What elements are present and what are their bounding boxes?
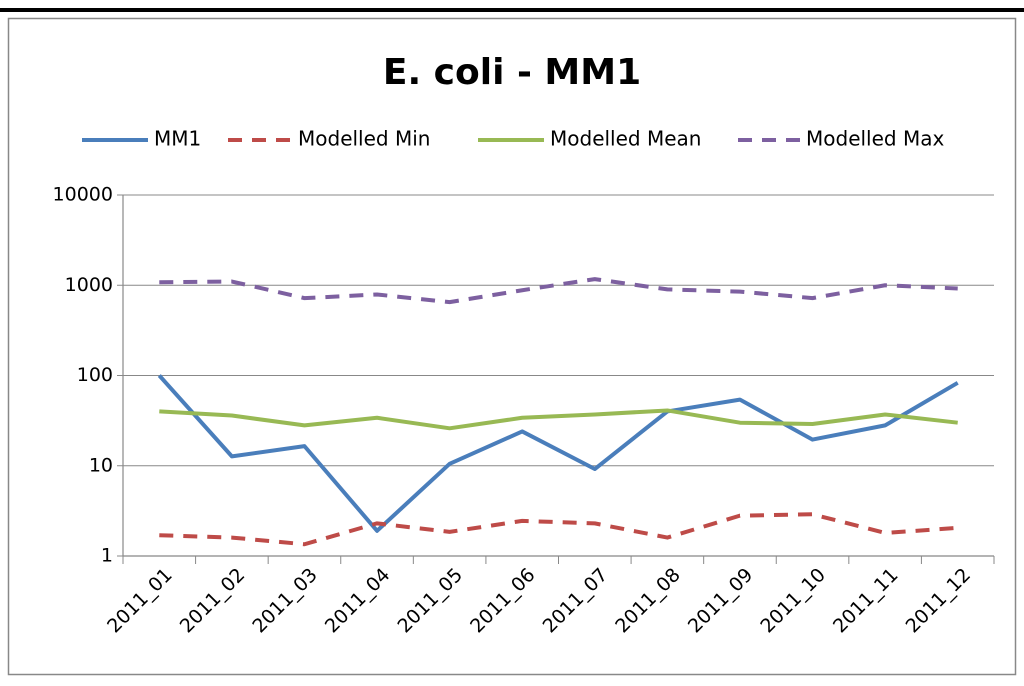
legend-label: Modelled Max — [806, 127, 944, 151]
legend-label: Modelled Min — [298, 127, 430, 151]
chart-title: E. coli - MM1 — [383, 52, 641, 93]
chart-frame — [7, 17, 1017, 676]
series-line — [159, 512, 958, 547]
y-tick-label: 100 — [77, 364, 113, 386]
series-line — [159, 408, 958, 431]
y-tick-label: 10000 — [53, 184, 113, 206]
legend-label: Modelled Mean — [550, 127, 701, 151]
y-tick-label: 10 — [89, 454, 113, 476]
legend-label: MM1 — [154, 127, 201, 151]
y-tick-label: 1 — [101, 545, 113, 567]
top-rule — [0, 8, 1024, 12]
y-tick-label: 1000 — [65, 274, 113, 296]
series-line — [157, 374, 959, 533]
